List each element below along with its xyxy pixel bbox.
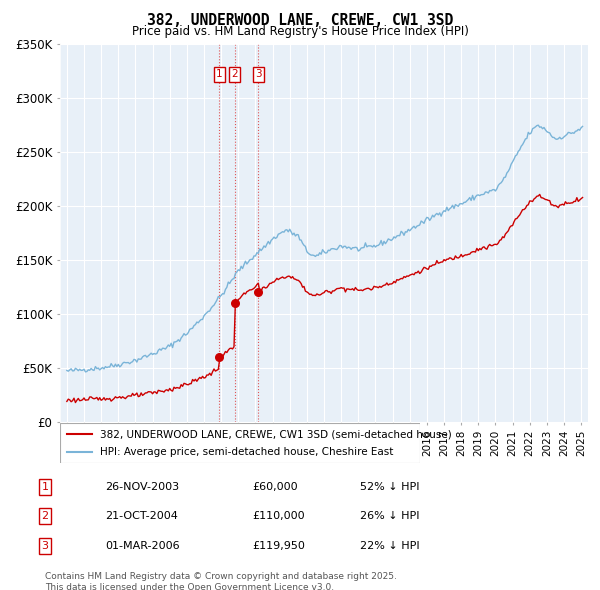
Text: 3: 3 [255, 70, 262, 80]
Text: Contains HM Land Registry data © Crown copyright and database right 2025.
This d: Contains HM Land Registry data © Crown c… [45, 572, 397, 590]
Text: 21-OCT-2004: 21-OCT-2004 [105, 512, 178, 521]
Text: 2: 2 [41, 512, 49, 521]
Text: 382, UNDERWOOD LANE, CREWE, CW1 3SD (semi-detached house): 382, UNDERWOOD LANE, CREWE, CW1 3SD (sem… [100, 430, 451, 440]
Text: £110,000: £110,000 [252, 512, 305, 521]
Text: HPI: Average price, semi-detached house, Cheshire East: HPI: Average price, semi-detached house,… [100, 447, 393, 457]
Text: 3: 3 [41, 541, 49, 550]
Point [254, 288, 263, 297]
Text: 22% ↓ HPI: 22% ↓ HPI [360, 541, 419, 550]
Text: 01-MAR-2006: 01-MAR-2006 [105, 541, 179, 550]
Text: £119,950: £119,950 [252, 541, 305, 550]
Text: 52% ↓ HPI: 52% ↓ HPI [360, 482, 419, 491]
Text: 26% ↓ HPI: 26% ↓ HPI [360, 512, 419, 521]
Text: 2: 2 [232, 70, 238, 80]
Text: 1: 1 [216, 70, 223, 80]
FancyBboxPatch shape [60, 423, 420, 463]
Point [230, 299, 239, 308]
Point [215, 352, 224, 362]
Text: 26-NOV-2003: 26-NOV-2003 [105, 482, 179, 491]
Text: Price paid vs. HM Land Registry's House Price Index (HPI): Price paid vs. HM Land Registry's House … [131, 25, 469, 38]
Text: £60,000: £60,000 [252, 482, 298, 491]
Text: 382, UNDERWOOD LANE, CREWE, CW1 3SD: 382, UNDERWOOD LANE, CREWE, CW1 3SD [147, 13, 453, 28]
Text: 1: 1 [41, 482, 49, 491]
